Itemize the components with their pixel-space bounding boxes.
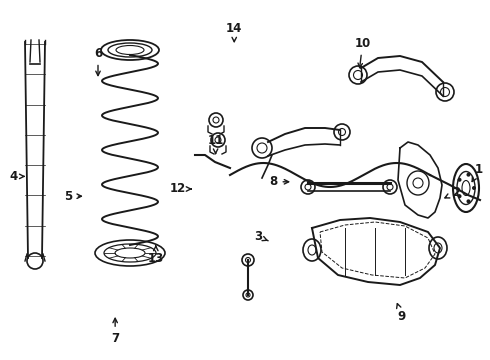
Ellipse shape	[472, 186, 476, 190]
Text: 1: 1	[472, 163, 483, 182]
Text: 4: 4	[10, 170, 24, 183]
Text: 6: 6	[94, 47, 102, 76]
Ellipse shape	[466, 173, 470, 177]
Text: 9: 9	[396, 303, 406, 323]
Text: 13: 13	[147, 246, 164, 265]
Text: 2: 2	[445, 186, 460, 199]
Ellipse shape	[458, 194, 462, 198]
Text: 5: 5	[65, 190, 81, 203]
Ellipse shape	[466, 199, 470, 203]
Text: 7: 7	[111, 318, 119, 345]
Text: 10: 10	[354, 37, 371, 68]
Text: 8: 8	[270, 175, 289, 188]
Text: 14: 14	[226, 22, 243, 42]
Text: 3: 3	[255, 230, 268, 243]
Ellipse shape	[458, 178, 462, 182]
Text: 11: 11	[207, 134, 224, 153]
Text: 12: 12	[169, 183, 191, 195]
